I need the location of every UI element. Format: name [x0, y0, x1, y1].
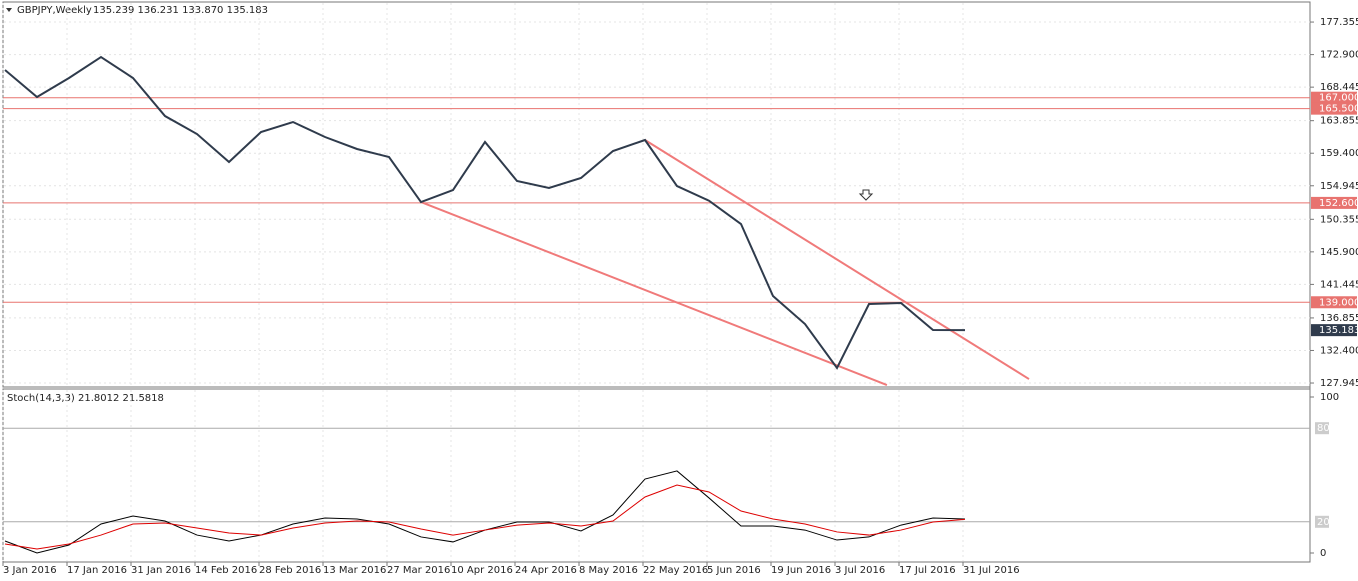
y-tick-label: 132.400 [1320, 345, 1358, 356]
y-tick-label: 136.855 [1320, 313, 1358, 324]
y-tick-label: 0 [1320, 548, 1326, 559]
x-tick-label: 31 Jul 2016 [963, 565, 1020, 576]
level-label: 139.000 [1319, 297, 1358, 308]
x-tick-label: 10 Apr 2016 [451, 565, 513, 576]
x-tick-label: 13 Mar 2016 [323, 565, 386, 576]
x-tick-label: 5 Jun 2016 [707, 565, 761, 576]
series-line [4, 484, 966, 550]
y-tick-label: 168.445 [1320, 82, 1358, 93]
current-price: 135.183 [1319, 325, 1358, 336]
ohlc: 135.239 136.231 133.870 135.183 [93, 5, 268, 16]
x-tick-label: 22 May 2016 [643, 565, 708, 576]
stoch-panel [2, 388, 1311, 563]
level-label: 165.500 [1319, 104, 1358, 115]
y-tick-label: 159.400 [1320, 148, 1358, 159]
x-tick-label: 3 Jan 2016 [3, 565, 57, 576]
x-tick-label: 17 Jul 2016 [899, 565, 956, 576]
x-tick-label: 17 Jan 2016 [67, 565, 127, 576]
price-box [1311, 324, 1357, 337]
series-line [4, 55, 966, 370]
trendline [420, 201, 888, 386]
trendline [644, 139, 1030, 380]
y-tick-label: 172.900 [1320, 50, 1358, 61]
price-panel [2, 1, 1311, 388]
chart-title: GBPJPY,Weekly [17, 5, 92, 16]
x-tick-label: 3 Jul 2016 [835, 565, 885, 576]
level-label: 167.000 [1319, 93, 1358, 104]
y-tick-label: 141.445 [1320, 279, 1358, 290]
level-label: 20 [1317, 517, 1330, 528]
y-tick-label: 100 [1320, 392, 1339, 403]
level-box [1311, 102, 1357, 115]
y-tick-label: 163.855 [1320, 116, 1358, 127]
y-tick-label: 127.945 [1320, 378, 1358, 389]
x-tick-label: 8 May 2016 [579, 565, 638, 576]
y-tick-label: 154.945 [1320, 181, 1358, 192]
x-tick-label: 14 Feb 2016 [195, 565, 257, 576]
level-box [1311, 91, 1357, 104]
y-tick-label: 177.355 [1320, 17, 1358, 28]
x-tick-label: 19 Jun 2016 [771, 565, 831, 576]
arrow-icon [858, 189, 874, 201]
level-box [1315, 422, 1329, 435]
level-box [1315, 515, 1329, 528]
level-box [1311, 196, 1357, 209]
level-label: 80 [1317, 423, 1330, 434]
y-tick-label: 145.900 [1320, 247, 1358, 258]
x-tick-label: 31 Jan 2016 [131, 565, 191, 576]
x-tick-label: 24 Apr 2016 [515, 565, 577, 576]
menu-arrow[interactable] [6, 8, 12, 12]
x-tick-label: 28 Feb 2016 [259, 565, 321, 576]
level-box [1311, 296, 1357, 309]
stoch-title: Stoch(14,3,3) 21.8012 21.5818 [7, 393, 164, 404]
x-tick-label: 27 Mar 2016 [387, 565, 450, 576]
level-label: 152.600 [1319, 198, 1358, 209]
y-tick-label: 150.355 [1320, 214, 1358, 225]
series-line [4, 470, 966, 554]
